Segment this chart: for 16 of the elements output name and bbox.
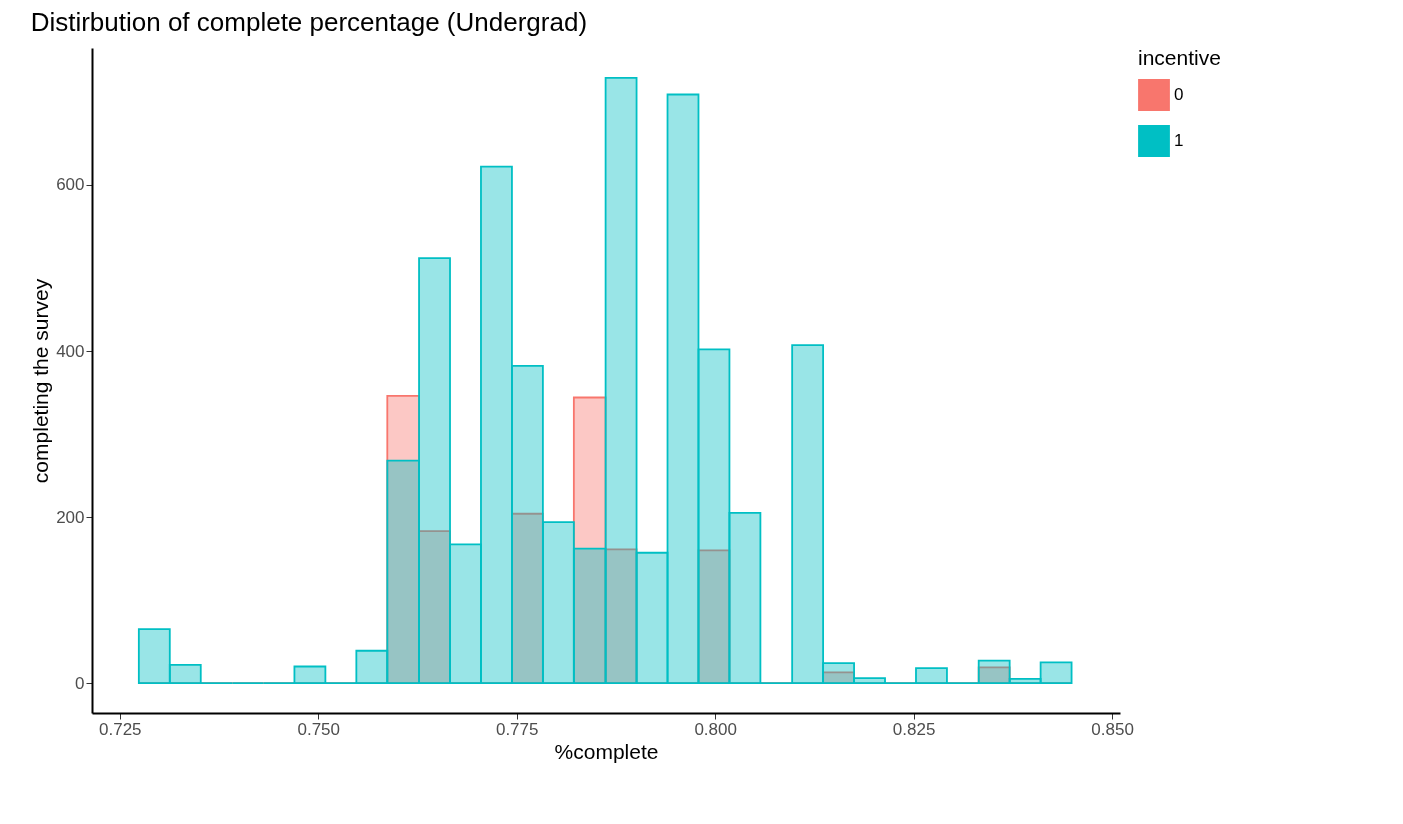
chart-title: Distirbution of complete percentage (Undergrad) <box>30 7 588 37</box>
x-tick-label: 0.850 <box>1091 719 1134 739</box>
legend-title: incentive <box>1138 46 1221 69</box>
legend-label: 1 <box>1174 131 1184 150</box>
y-tick-label: 600 <box>56 175 85 195</box>
y-axis-title: completing the survey <box>29 278 53 484</box>
x-tick-label: 0.800 <box>694 719 737 739</box>
x-tick-label: 0.725 <box>99 719 142 739</box>
x-axis-title: %complete <box>554 739 659 763</box>
x-tick-label: 0.775 <box>495 719 539 739</box>
y-tick-label: 400 <box>56 341 85 361</box>
y-tick-label: 0 <box>75 673 85 693</box>
legend-label: 0 <box>1174 85 1184 104</box>
x-tick-label: 0.750 <box>297 719 341 739</box>
y-tick-label: 200 <box>56 507 85 527</box>
x-tick-label: 0.825 <box>892 719 936 739</box>
